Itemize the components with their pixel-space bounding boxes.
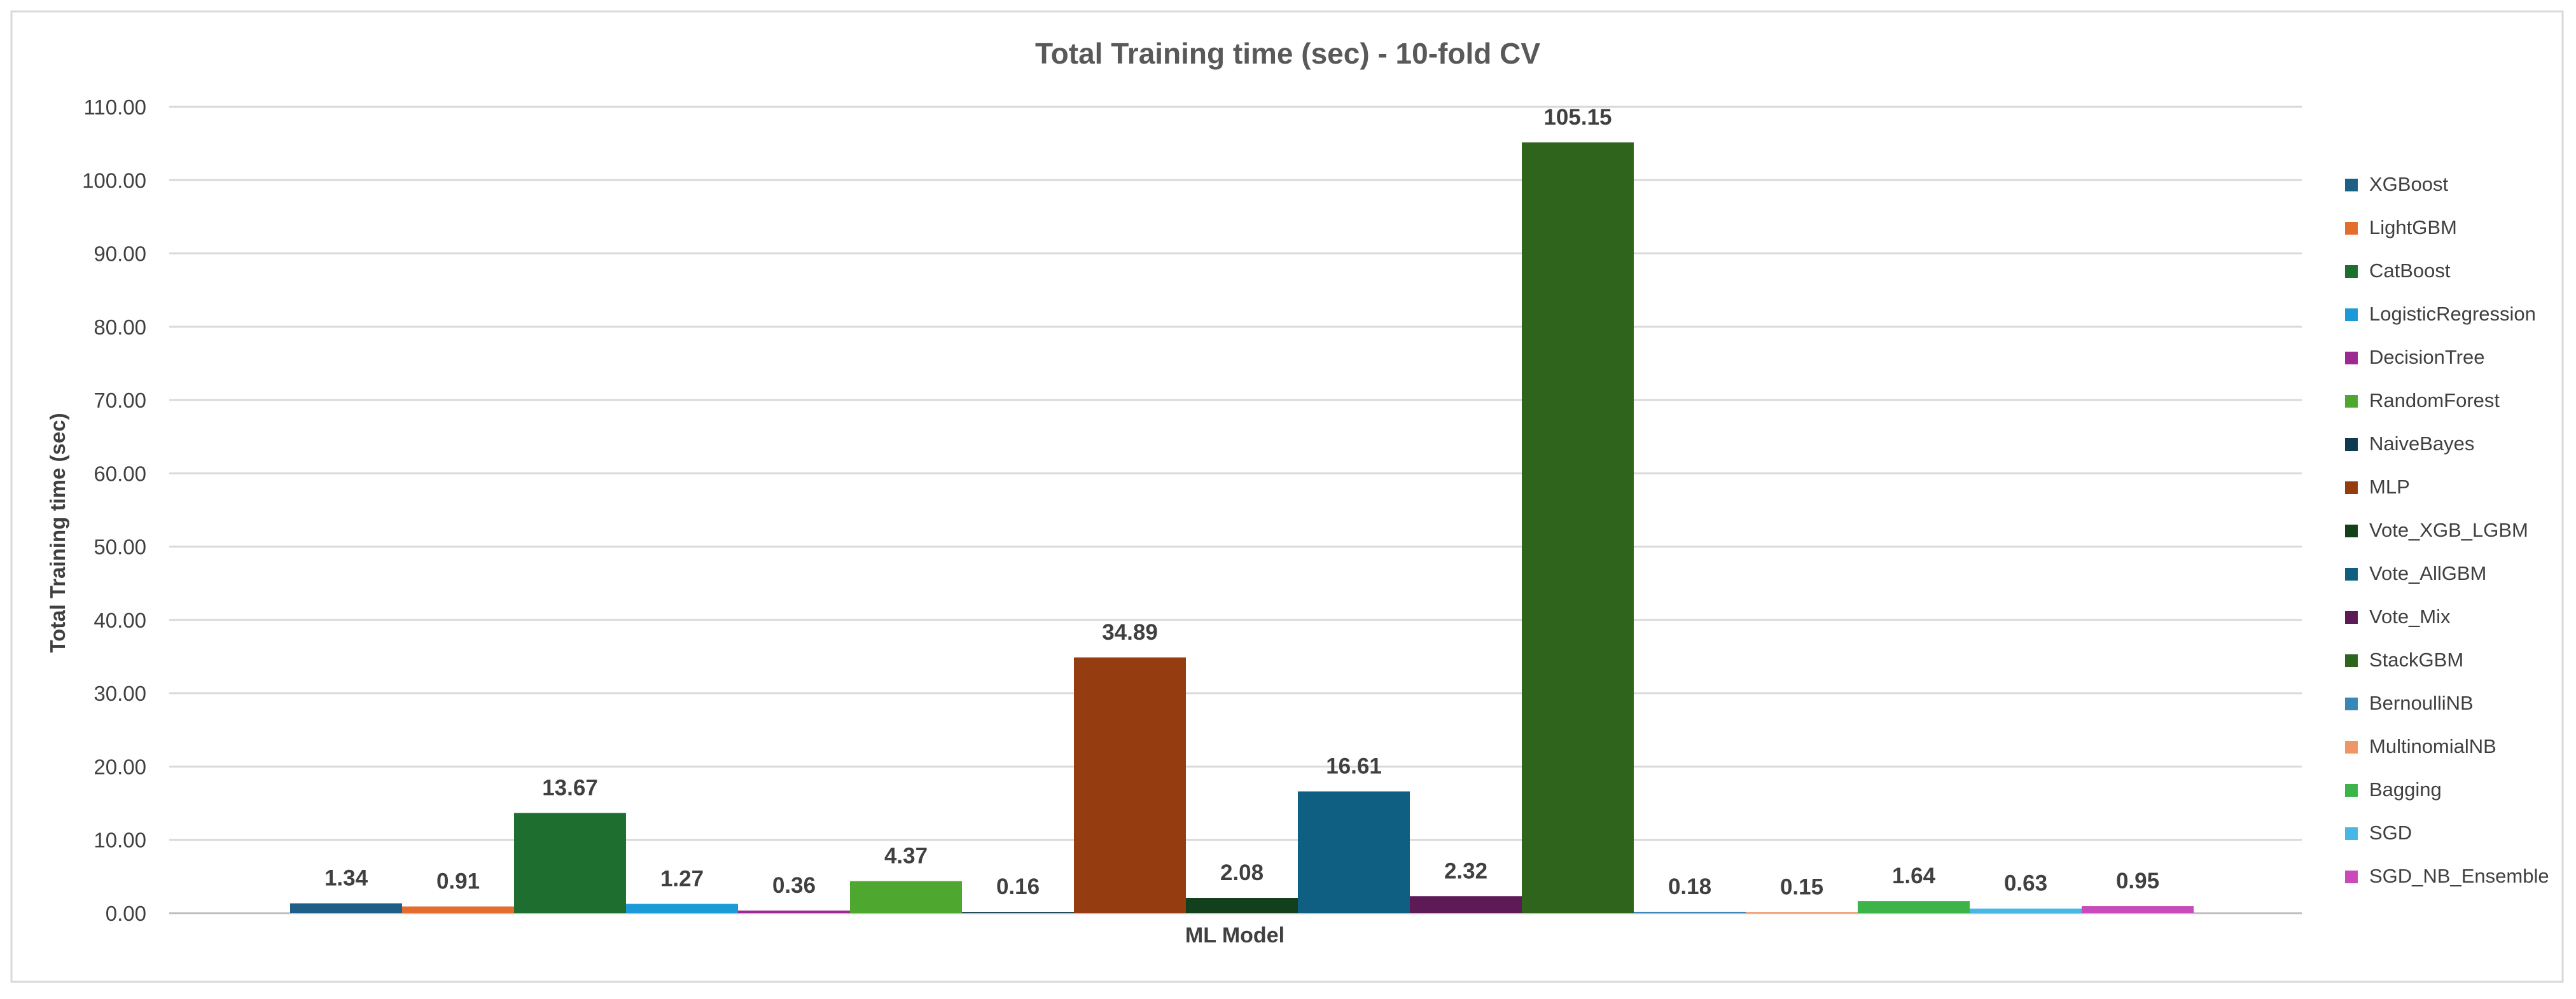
legend-entry-label: MultinomialNB: [2369, 735, 2496, 757]
bar: [1634, 911, 1746, 913]
data-label: 4.37: [884, 844, 928, 869]
legend-swatch: [2345, 438, 2358, 451]
bar: [850, 881, 962, 913]
bar: [1522, 142, 1634, 914]
legend-entry-label: Vote_AllGBM: [2369, 562, 2486, 584]
legend-swatch: [2345, 698, 2358, 710]
bar: [1186, 898, 1298, 913]
legend-swatch: [2345, 654, 2358, 667]
data-label: 34.89: [1102, 620, 1158, 645]
legend-swatch: [2345, 611, 2358, 624]
data-label: 105.15: [1543, 105, 1612, 130]
legend-swatch: [2345, 265, 2358, 278]
y-tick-label: 90.00: [94, 242, 146, 266]
bar: [514, 813, 626, 913]
legend-entry-label: SGD: [2369, 822, 2412, 844]
y-tick-label: 50.00: [94, 535, 146, 559]
legend-entry-label: Vote_Mix: [2369, 605, 2451, 628]
legend-entry-label: LogisticRegression: [2369, 303, 2536, 325]
legend-entry-label: RandomForest: [2369, 389, 2500, 411]
bar: [1970, 908, 2082, 913]
bar: [2082, 906, 2194, 913]
data-label: 0.95: [2116, 869, 2159, 893]
data-label: 1.34: [324, 866, 368, 891]
data-labels: 1.34 0.91 13.67 1.27 0.36 4.37 0.16 34.89 2.08 16…: [324, 105, 2159, 899]
legend-swatch: [2345, 179, 2358, 191]
legend-swatch: [2345, 568, 2358, 581]
data-label: 0.16: [996, 874, 1040, 899]
bars: [290, 142, 2194, 914]
bar: [1858, 901, 1970, 913]
y-tick-label: 30.00: [94, 682, 146, 705]
y-tick-label: 60.00: [94, 462, 146, 485]
legend-entry-label: DecisionTree: [2369, 346, 2484, 368]
legend-entry-label: XGBoost: [2369, 173, 2448, 195]
legend-entry-label: LightGBM: [2369, 216, 2457, 238]
y-tick-label: 80.00: [94, 315, 146, 339]
bar: [402, 906, 514, 913]
y-tick-label: 110.00: [84, 95, 146, 119]
bar: [626, 904, 738, 913]
data-label: 0.18: [1668, 874, 1711, 899]
bar: [1410, 896, 1522, 913]
bar: [962, 912, 1074, 913]
legend-swatch: [2345, 525, 2358, 537]
bar: [1298, 791, 1410, 913]
legend-swatch: [2345, 352, 2358, 364]
legend-entry-label: Bagging: [2369, 778, 2442, 801]
legend-entry-label: NaiveBayes: [2369, 432, 2474, 455]
x-axis-label: ML Model: [1185, 923, 1285, 947]
data-label: 0.36: [772, 873, 816, 898]
bar: [1074, 657, 1186, 913]
data-label: 0.15: [1780, 874, 1823, 899]
legend-swatch: [2345, 784, 2358, 797]
data-label: 16.61: [1326, 754, 1382, 779]
data-label: 13.67: [542, 775, 598, 800]
bar: [738, 910, 850, 913]
legend: XGBoost LightGBM CatBoost LogisticRegressio…: [2345, 173, 2549, 887]
legend-swatch: [2345, 222, 2358, 235]
legend-swatch: [2345, 395, 2358, 408]
legend-entry-label: CatBoost: [2369, 259, 2451, 282]
legend-entry-label: StackGBM: [2369, 649, 2463, 671]
data-label: 0.63: [2004, 871, 2047, 896]
legend-entry-label: BernoulliNB: [2369, 692, 2474, 714]
data-label: 2.08: [1220, 860, 1264, 885]
bar: [290, 903, 402, 913]
legend-swatch: [2345, 308, 2358, 321]
chart-title: Total Training time (sec) - 10-fold CV: [1035, 37, 1540, 70]
y-tick-label: 100.00: [82, 169, 146, 192]
legend-entry-label: MLP: [2369, 476, 2410, 498]
y-tick-label: 10.00: [94, 829, 146, 852]
legend-swatch: [2345, 827, 2358, 840]
y-tick-label: 20.00: [94, 755, 146, 778]
bar: [1746, 912, 1858, 913]
legend-swatch: [2345, 871, 2358, 883]
chart-area-border: [10, 10, 2564, 983]
data-label: 2.32: [1444, 858, 1487, 883]
y-tick-label: 40.00: [94, 609, 146, 632]
legend-swatch: [2345, 481, 2358, 494]
data-label: 0.91: [436, 869, 480, 894]
y-axis-ticks: 0.00 10.00 20.00 30.00 40.00 50.00 60.00 70.00 8…: [82, 95, 146, 925]
legend-entry-label: SGD_NB_Ensemble: [2369, 865, 2549, 887]
legend-swatch: [2345, 741, 2358, 754]
data-label: 1.64: [1892, 864, 1936, 888]
legend-entry-label: Vote_XGB_LGBM: [2369, 519, 2528, 541]
data-label: 1.27: [660, 866, 704, 891]
y-axis-label: Total Training time (sec): [46, 413, 69, 652]
y-tick-label: 0.00: [106, 902, 146, 925]
y-tick-label: 70.00: [94, 389, 146, 412]
